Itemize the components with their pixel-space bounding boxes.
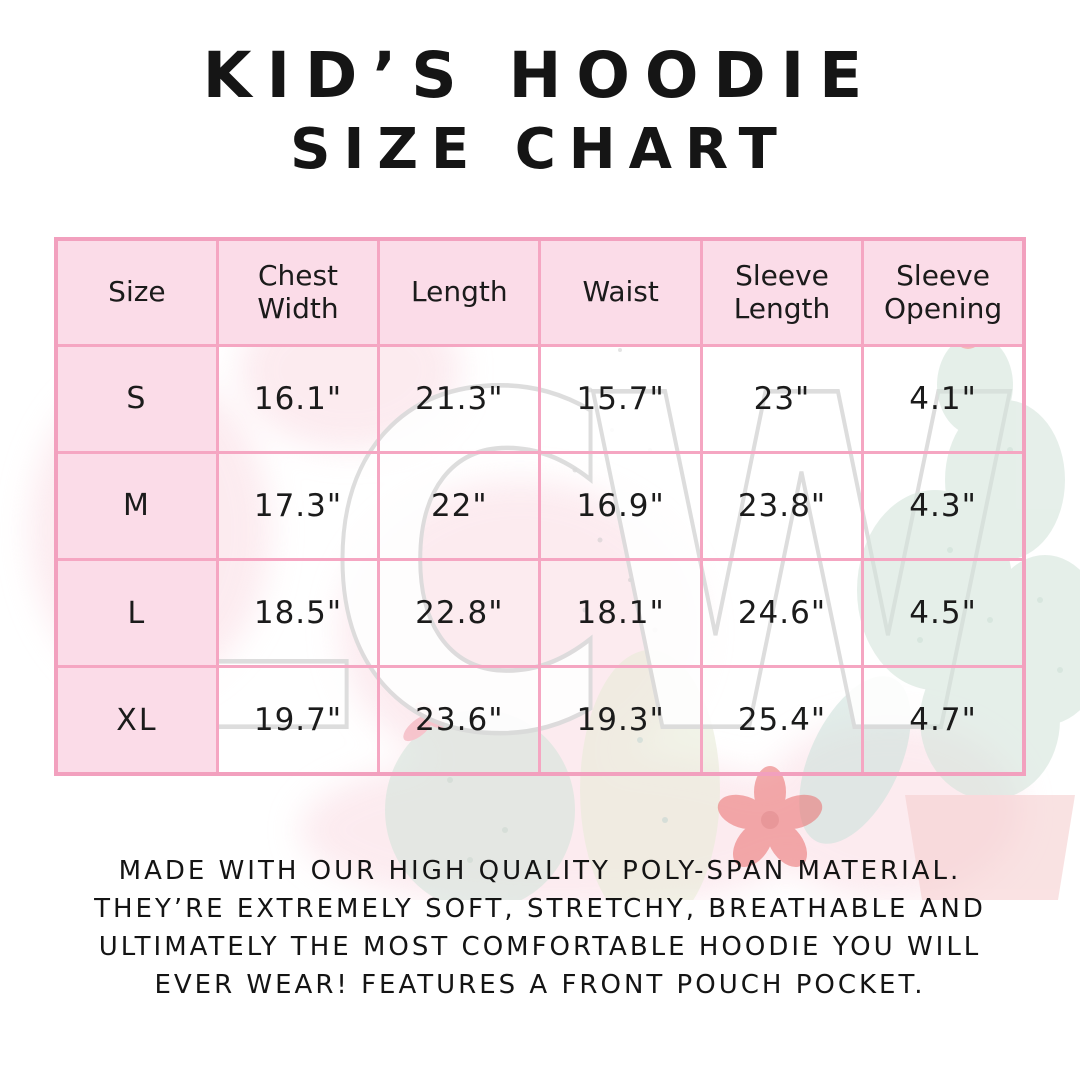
value-cell: 23"	[699, 343, 865, 454]
description-line-4: EVER WEAR! FEATURES A FRONT POUCH POCKET…	[154, 970, 926, 1000]
value-cell: 23.6"	[377, 665, 542, 776]
value-cell: 4.3"	[861, 450, 1026, 562]
size-cell: XL	[54, 665, 219, 776]
value-cell: 19.7"	[215, 665, 381, 776]
description-line-3: ULTIMATELY THE MOST COMFORTABLE HOODIE Y…	[98, 932, 982, 962]
value-cell: 4.1"	[861, 343, 1026, 454]
value-cell: 15.7"	[538, 343, 703, 454]
value-cell: 19.3"	[538, 665, 703, 776]
header-row: Size Chest Width Length Waist Sleeve Len…	[54, 237, 1026, 347]
value-cell: 17.3"	[215, 450, 381, 562]
value-cell: 25.4"	[699, 665, 865, 776]
column-header-chest-width: Chest Width	[215, 237, 381, 347]
page-subtitle: SIZE CHART	[290, 117, 790, 182]
value-cell: 23.8"	[699, 450, 865, 562]
column-header-size: Size	[54, 237, 219, 347]
column-header-waist: Waist	[538, 237, 703, 347]
page-title: KID’S HOODIE	[202, 39, 878, 112]
description-line-1: MADE WITH OUR HIGH QUALITY POLY-SPAN MAT…	[118, 856, 962, 886]
table-row-xl: XL 19.7" 23.6" 19.3" 25.4" 4.7"	[54, 665, 1026, 776]
value-cell: 22.8"	[377, 557, 542, 669]
size-table: Size Chest Width Length Waist Sleeve Len…	[54, 237, 1026, 776]
size-cell: L	[54, 557, 219, 669]
value-cell: 18.1"	[538, 557, 703, 669]
column-header-sleeve-length: Sleeve Length	[699, 237, 865, 347]
description-line-2: THEY’RE EXTREMELY SOFT, STRETCHY, BREATH…	[94, 894, 986, 924]
value-cell: 18.5"	[215, 557, 381, 669]
table-row-m: M 17.3" 22" 16.9" 23.8" 4.3"	[54, 450, 1026, 562]
table-row-l: L 18.5" 22.8" 18.1" 24.6" 4.5"	[54, 557, 1026, 669]
column-header-sleeve-opening: Sleeve Opening	[861, 237, 1026, 347]
value-cell: 22"	[377, 450, 542, 562]
title-block: KID’S HOODIE SIZE CHART	[0, 44, 1080, 182]
value-cell: 16.9"	[538, 450, 703, 562]
size-cell: M	[54, 450, 219, 562]
description-text: MADE WITH OUR HIGH QUALITY POLY-SPAN MAT…	[0, 852, 1080, 1004]
value-cell: 21.3"	[377, 343, 542, 454]
column-header-length: Length	[377, 237, 542, 347]
table-row-s: S 16.1" 21.3" 15.7" 23" 4.1"	[54, 343, 1026, 454]
value-cell: 24.6"	[699, 557, 865, 669]
value-cell: 4.7"	[861, 665, 1026, 776]
size-cell: S	[54, 343, 219, 454]
value-cell: 16.1"	[215, 343, 381, 454]
value-cell: 4.5"	[861, 557, 1026, 669]
